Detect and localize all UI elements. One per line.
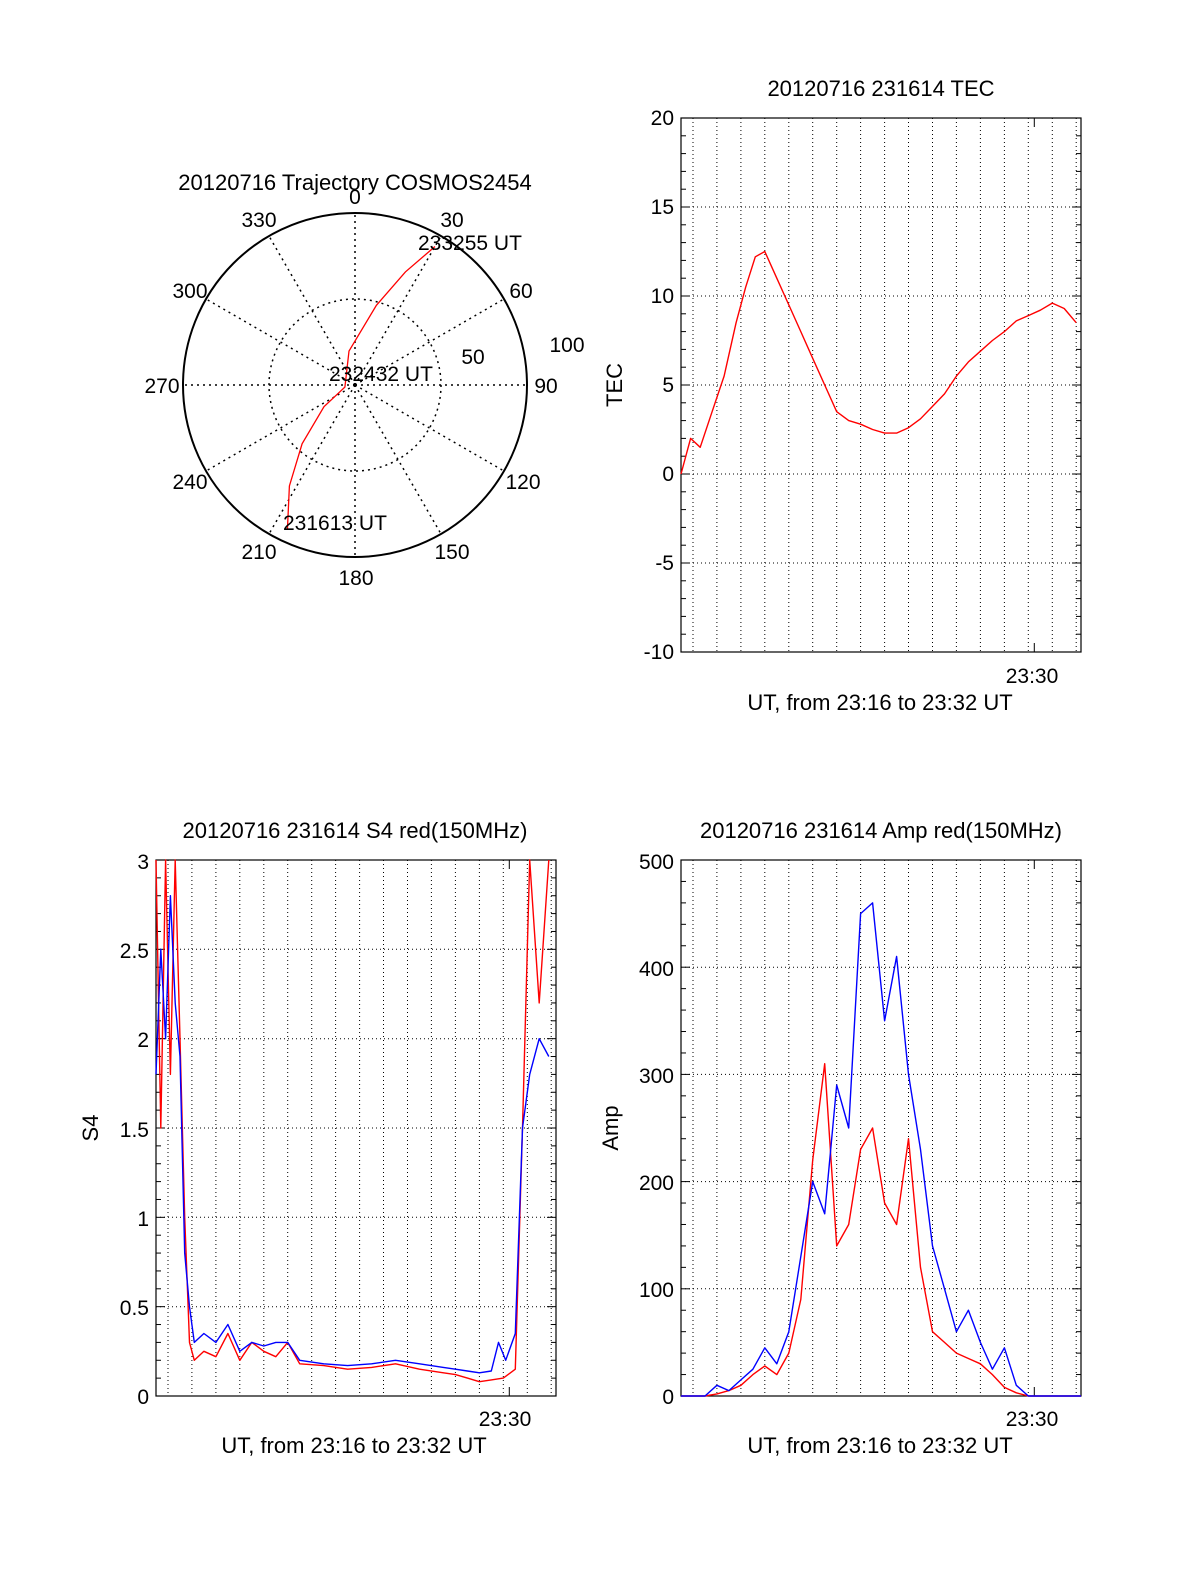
amp-tick-marks bbox=[681, 859, 1081, 1397]
polar-angle-labels: 0 30 60 90 120 150 180 210 240 270 300 3… bbox=[144, 186, 557, 590]
polar-spoke bbox=[354, 298, 505, 386]
amp-series-line-1 bbox=[681, 902, 1081, 1397]
amp-gridlines bbox=[681, 860, 1081, 1396]
polar-title: 20120716 Trajectory COSMOS2454 bbox=[178, 170, 531, 195]
angle-label-60: 60 bbox=[509, 280, 532, 303]
s4-ytick-label: 3 bbox=[137, 851, 149, 874]
s4-series-line-0 bbox=[155, 859, 550, 1383]
angle-label-0: 0 bbox=[349, 186, 361, 209]
tec-x-axis-label: UT, from 23:16 to 23:32 UT bbox=[747, 690, 1012, 715]
angle-label-240: 240 bbox=[172, 471, 207, 494]
tec-y-axis-label: TEC bbox=[602, 363, 627, 407]
amp-y-tick-labels: 0 100 200 300 400 500 bbox=[639, 851, 674, 1409]
s4-ytick-label: 1 bbox=[137, 1208, 149, 1231]
polar-spoke bbox=[205, 298, 356, 386]
tec-chart: 20120716 231614 TEC -10 -5 0 5 10 15 20 … bbox=[602, 76, 1082, 715]
angle-label-270: 270 bbox=[144, 375, 179, 398]
amp-xtick-label: 23:30 bbox=[1006, 1408, 1059, 1431]
s4-ytick-label: 0 bbox=[137, 1386, 149, 1409]
s4-series bbox=[155, 859, 550, 1383]
polar-spokes bbox=[183, 213, 527, 557]
trajectory-line bbox=[286, 246, 436, 531]
s4-x-axis-label: UT, from 23:16 to 23:32 UT bbox=[221, 1433, 486, 1458]
angle-label-330: 330 bbox=[241, 209, 276, 232]
amp-series-line-0 bbox=[681, 1062, 1081, 1397]
s4-xtick-label: 23:30 bbox=[479, 1408, 532, 1431]
polar-outer-circle bbox=[182, 212, 528, 558]
amp-ytick-label: 0 bbox=[662, 1386, 674, 1409]
angle-label-120: 120 bbox=[505, 471, 540, 494]
polar-spoke bbox=[354, 384, 442, 535]
polar-spoke bbox=[354, 384, 505, 472]
tec-title: 20120716 231614 TEC bbox=[767, 76, 994, 101]
angle-label-30: 30 bbox=[440, 209, 463, 232]
s4-ytick-label: 0.5 bbox=[120, 1297, 149, 1320]
s4-ytick-label: 1.5 bbox=[120, 1119, 149, 1142]
amp-chart: 20120716 231614 Amp red(150MHz) 0 100 20… bbox=[598, 818, 1082, 1458]
s4-y-axis-label: S4 bbox=[78, 1115, 103, 1142]
angle-label-210: 210 bbox=[241, 541, 276, 564]
s4-title: 20120716 231614 S4 red(150MHz) bbox=[183, 818, 528, 843]
s4-series-line-1 bbox=[155, 895, 550, 1374]
angle-label-90: 90 bbox=[534, 375, 557, 398]
amp-ytick-label: 400 bbox=[639, 958, 674, 981]
tec-ytick-label: -5 bbox=[655, 552, 674, 575]
tec-y-tick-labels: -10 -5 0 5 10 15 20 bbox=[644, 107, 674, 664]
tec-ytick-label: 0 bbox=[662, 463, 674, 486]
polar-spoke bbox=[268, 235, 356, 386]
trajectory-polar-chart: 20120716 Trajectory COSMOS2454 0 30 60 9… bbox=[144, 170, 584, 590]
radial-label-50: 50 bbox=[461, 346, 484, 369]
tec-series-line-0 bbox=[680, 250, 1077, 475]
tec-tick-marks bbox=[681, 117, 1081, 653]
polar-spoke bbox=[268, 384, 356, 535]
amp-ytick-label: 300 bbox=[639, 1065, 674, 1088]
tec-ytick-label: -10 bbox=[644, 641, 674, 664]
s4-ytick-label: 2 bbox=[137, 1029, 149, 1052]
angle-label-300: 300 bbox=[172, 280, 207, 303]
tec-xtick-label: 23:30 bbox=[1006, 665, 1059, 688]
tec-ytick-label: 10 bbox=[651, 285, 674, 308]
amp-ytick-label: 200 bbox=[639, 1172, 674, 1195]
s4-ytick-label: 2.5 bbox=[120, 940, 149, 963]
annotation-end-time: 233255 UT bbox=[418, 232, 522, 255]
amp-x-axis-label: UT, from 23:16 to 23:32 UT bbox=[747, 1433, 1012, 1458]
angle-label-150: 150 bbox=[434, 541, 469, 564]
amp-series bbox=[681, 902, 1081, 1397]
tec-ytick-label: 5 bbox=[662, 374, 674, 397]
s4-gridlines bbox=[156, 860, 556, 1396]
tec-ytick-label: 20 bbox=[651, 107, 674, 130]
amp-y-axis-label: Amp bbox=[598, 1105, 623, 1150]
amp-title: 20120716 231614 Amp red(150MHz) bbox=[700, 818, 1062, 843]
angle-label-180: 180 bbox=[338, 567, 373, 590]
polar-spoke bbox=[354, 235, 442, 386]
s4-chart: 20120716 231614 S4 red(150MHz) 0 0.5 1 1… bbox=[78, 818, 557, 1458]
annotation-start-time: 231613 UT bbox=[283, 512, 387, 535]
polar-spoke bbox=[205, 384, 356, 472]
s4-tick-marks bbox=[156, 859, 556, 1397]
tec-ytick-label: 15 bbox=[651, 196, 674, 219]
amp-plot-frame bbox=[680, 859, 1082, 1397]
amp-ytick-label: 100 bbox=[639, 1279, 674, 1302]
annotation-mid-time: 232432 UT bbox=[329, 363, 433, 386]
amp-ytick-label: 500 bbox=[639, 851, 674, 874]
tec-series bbox=[680, 250, 1077, 475]
tec-gridlines bbox=[681, 118, 1081, 652]
radial-label-100: 100 bbox=[549, 334, 584, 357]
s4-y-tick-labels: 0 0.5 1 1.5 2 2.5 3 bbox=[120, 851, 149, 1409]
